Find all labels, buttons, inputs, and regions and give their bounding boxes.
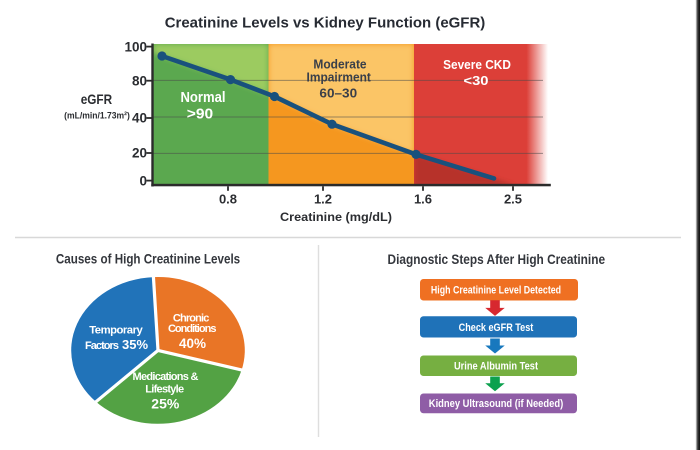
svg-text:1.2: 1.2	[314, 192, 332, 207]
svg-text:100: 100	[124, 39, 147, 54]
svg-text:Factors: Factors	[85, 340, 119, 352]
svg-text:Lifestyle: Lifestyle	[145, 383, 184, 395]
svg-text:2.5: 2.5	[504, 192, 522, 207]
svg-text:0.8: 0.8	[219, 192, 237, 207]
svg-text:Urine Albumin Test: Urine Albumin Test	[454, 361, 538, 373]
svg-text:40: 40	[132, 111, 147, 126]
svg-text:Creatinine Levels vs Kidney Fu: Creatinine Levels vs Kidney Function (eG…	[165, 15, 486, 32]
svg-text:Conditions: Conditions	[168, 323, 217, 335]
svg-text:Diagnostic Steps After High Cr: Diagnostic Steps After High Creatinine	[388, 252, 606, 267]
svg-text:Normal: Normal	[181, 90, 226, 106]
svg-text:Medications &: Medications &	[133, 371, 199, 383]
svg-text:(mL/min/1.73m²): (mL/min/1.73m²)	[64, 111, 130, 121]
svg-text:Severe CKD: Severe CKD	[443, 57, 511, 72]
svg-text:35%: 35%	[122, 337, 148, 352]
svg-text:0: 0	[139, 173, 147, 188]
svg-text:Causes of High Creatinine Leve: Causes of High Creatinine Levels	[56, 252, 240, 267]
svg-text:High Creatinine Level Detected: High Creatinine Level Detected	[431, 285, 561, 297]
svg-text:20: 20	[132, 146, 147, 161]
svg-text:1.6: 1.6	[414, 192, 432, 207]
svg-text:Check eGFR Test: Check eGFR Test	[459, 322, 534, 334]
svg-text:60–30: 60–30	[319, 86, 357, 100]
svg-text:eGFR: eGFR	[81, 91, 112, 107]
svg-text:Temporary: Temporary	[89, 324, 143, 336]
svg-text:Impairment: Impairment	[307, 71, 372, 85]
svg-text:25%: 25%	[151, 396, 180, 412]
svg-text:Chronic: Chronic	[173, 313, 210, 325]
svg-text:>90: >90	[187, 106, 213, 122]
svg-text:40%: 40%	[179, 336, 206, 351]
svg-text:<30: <30	[464, 73, 489, 88]
svg-text:Creatinine (mg/dL): Creatinine (mg/dL)	[280, 210, 392, 224]
svg-text:80: 80	[132, 73, 147, 88]
svg-text:Moderate: Moderate	[313, 57, 366, 71]
svg-text:Kidney Ultrasound (if Needed): Kidney Ultrasound (if Needed)	[429, 398, 564, 410]
